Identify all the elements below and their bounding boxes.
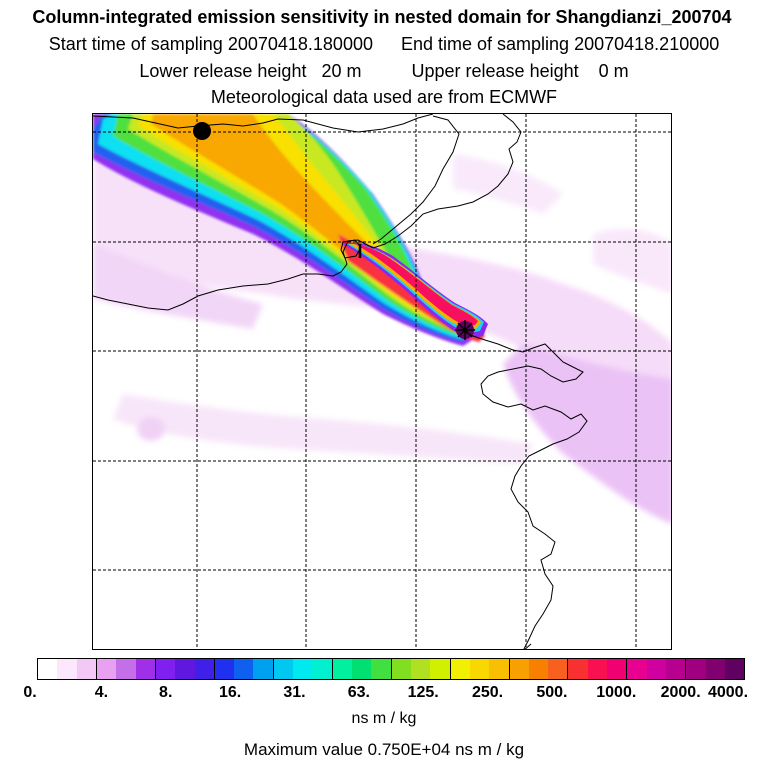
color-scale-segment xyxy=(489,659,510,679)
lower-release-value: 20 m xyxy=(321,61,362,81)
color-scale-segment xyxy=(410,659,431,679)
end-time-value: 20070418.210000 xyxy=(574,34,720,54)
start-time-value: 20070418.180000 xyxy=(227,34,373,54)
color-scale-segment xyxy=(253,659,274,679)
color-scale-tick-label: 2000. xyxy=(660,684,701,701)
release-heights: Lower release height 20 m Upper release h… xyxy=(0,60,768,82)
upper-release-label: Upper release height xyxy=(411,61,579,81)
color-scale-segment xyxy=(509,659,529,679)
color-scale-segment xyxy=(57,659,77,679)
color-scale-tick-label: 63. xyxy=(347,684,370,701)
color-scale-segment xyxy=(391,659,411,679)
coastlines xyxy=(93,114,588,649)
color-scale-segment xyxy=(155,659,176,679)
color-scale-segment xyxy=(273,659,294,679)
station-dot xyxy=(193,122,211,140)
emission-sensitivity-map xyxy=(92,113,672,650)
color-scale-segment xyxy=(469,659,490,679)
color-scale-segment xyxy=(332,659,352,679)
color-scale-tick-label: 1000. xyxy=(596,684,637,701)
map-title: Column-integrated emission sensitivity i… xyxy=(32,7,732,27)
color-scale-segment xyxy=(371,659,392,679)
color-scale-bar xyxy=(37,658,745,680)
color-scale-segment xyxy=(666,659,687,679)
color-scale-segment xyxy=(175,659,195,679)
color-scale-segment xyxy=(135,659,156,679)
start-time-label: Start time of sampling xyxy=(48,34,223,54)
color-scale-segment xyxy=(430,659,451,679)
color-scale-segment xyxy=(686,659,706,679)
color-scale-tick-label: 250. xyxy=(471,684,504,701)
color-scale-segment xyxy=(568,659,588,679)
color-scale-segment xyxy=(528,659,549,679)
color-scale-tick-label: 31. xyxy=(283,684,306,701)
maximum-value-note: Maximum value 0.750E+04 ns m / kg xyxy=(243,740,525,759)
lower-release-label: Lower release height xyxy=(139,61,307,81)
color-scale-segment xyxy=(234,659,254,679)
map-canvas xyxy=(93,114,671,649)
color-scale-segment xyxy=(724,659,745,679)
color-scale-segment xyxy=(38,659,58,679)
color-scale-segment xyxy=(450,659,470,679)
color-scale-segment xyxy=(194,659,215,679)
color-scale-segment xyxy=(607,659,628,679)
color-scale-segment xyxy=(116,659,136,679)
color-scale-segment xyxy=(548,659,569,679)
color-scale-segment xyxy=(312,659,333,679)
color-scale-segment xyxy=(705,659,725,679)
grid-lines xyxy=(93,114,671,649)
color-scale-segment xyxy=(627,659,647,679)
color-scale-tick-label: 500. xyxy=(536,684,568,701)
color-scale-tick-label: 16. xyxy=(218,684,242,701)
color-scale-unit: ns m / kg xyxy=(351,710,417,727)
color-scale-tick-label: 0. xyxy=(23,684,37,701)
color-scale-tick-label: 4. xyxy=(94,684,109,701)
color-scale-segment xyxy=(352,659,372,679)
color-scale-segment xyxy=(214,659,235,679)
color-scale-tick-label: 8. xyxy=(159,684,173,701)
receptor-marker xyxy=(455,320,475,340)
sampling-times: Start time of sampling 20070418.180000 En… xyxy=(0,33,768,55)
end-time-label: End time of sampling xyxy=(400,34,570,54)
upper-release-value: 0 m xyxy=(598,61,629,81)
color-scale-segment xyxy=(587,659,608,679)
color-scale-tick-label: 4000. xyxy=(707,684,749,701)
color-scale-segment xyxy=(76,659,97,679)
color-scale-tick-labels: 0. 4. 8. 16. 31. 63. 125. 250. 500. 1000. 2000. 400… xyxy=(0,684,768,704)
color-scale-segment xyxy=(293,659,313,679)
color-scale-segment xyxy=(646,659,666,679)
met-data-note: Meteorological data used are from ECMWF xyxy=(210,87,558,107)
color-scale-tick-label: 125. xyxy=(407,684,439,701)
color-scale-segment xyxy=(96,659,117,679)
